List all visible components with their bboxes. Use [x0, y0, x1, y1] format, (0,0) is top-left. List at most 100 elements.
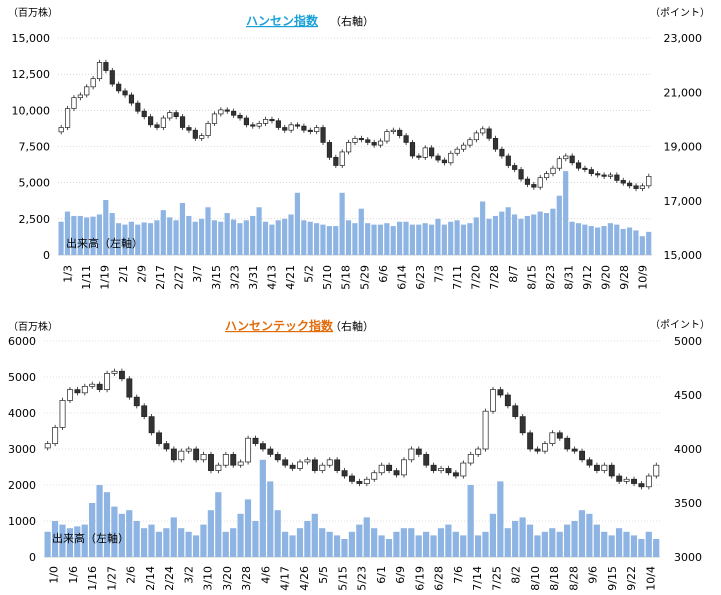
candle-body	[301, 125, 307, 131]
candle-body	[527, 432, 534, 450]
volume-bar	[408, 528, 415, 557]
volume-bar	[333, 535, 341, 557]
volume-bar	[474, 535, 482, 557]
candle-body	[122, 90, 128, 96]
candle-body	[167, 112, 173, 119]
volume-bar	[192, 221, 198, 255]
x-tick-label: 6/23	[414, 265, 427, 290]
x-tick-label: 1/11	[80, 265, 93, 290]
x-tick-label: 8/23	[544, 265, 557, 290]
candle-body	[512, 405, 519, 417]
x-tick-label: 3/28	[240, 566, 253, 591]
candle-body	[156, 432, 162, 444]
candle-body	[250, 124, 256, 127]
volume-bar	[365, 223, 371, 255]
volume-bar	[313, 223, 320, 255]
x-tick-label: 1/3	[61, 265, 74, 283]
candle-body	[499, 148, 505, 157]
left-tick-label: 5000	[8, 371, 36, 384]
x-tick-label: 8/31	[562, 265, 575, 290]
candle-body	[537, 177, 543, 188]
volume-bar	[564, 524, 571, 557]
x-tick-label: 8/10	[529, 566, 542, 591]
volume-bar	[237, 513, 244, 557]
candle-body	[633, 185, 639, 189]
candle-body	[534, 448, 541, 452]
candle-body	[109, 70, 115, 85]
volume-bar	[423, 531, 430, 557]
x-tick-label: 10/9	[637, 265, 650, 290]
x-tick-label: 1/0	[48, 566, 61, 584]
right-tick-label: 17,000	[664, 195, 703, 208]
chart-hang-seng-tech: （百万株） （ポイント） ハンセンテック指数 （右軸） 6000 5000 4000…	[8, 318, 710, 591]
candle-body	[96, 383, 103, 390]
chart-title: ハンセンテック指数	[225, 318, 334, 333]
candle-body	[230, 454, 237, 466]
candle-body	[556, 158, 562, 169]
volume-bar	[109, 213, 115, 255]
candle-body	[448, 152, 454, 164]
candle-body	[409, 142, 416, 157]
x-tick-label: 7/11	[451, 265, 464, 290]
volume-bar	[646, 231, 652, 255]
left-tick-label: 15,000	[12, 32, 51, 45]
x-tick-label: 6/9	[394, 566, 407, 584]
candle-body	[237, 114, 243, 119]
right-unit-label: （ポイント）	[650, 319, 710, 331]
candle-body	[179, 116, 186, 128]
volume-bar	[207, 510, 214, 557]
candle-body	[416, 155, 422, 158]
volume-bar	[626, 227, 633, 255]
volume-bar	[448, 221, 454, 255]
volume-bar	[215, 492, 222, 557]
volume-bar	[58, 221, 64, 255]
x-tick-label: 7/14	[471, 566, 484, 591]
x-tick-label: 4/26	[298, 566, 311, 591]
candle-body	[497, 389, 504, 396]
volume-bar	[531, 214, 537, 255]
volume-bar	[645, 531, 652, 557]
candle-body	[550, 167, 556, 174]
candle-body	[148, 416, 155, 434]
volume-bar	[416, 224, 422, 255]
volume-bar	[480, 201, 486, 255]
candle-body	[141, 110, 147, 118]
volume-bar	[499, 211, 505, 255]
candle-body	[377, 140, 384, 146]
x-tick-label: 1/27	[105, 566, 118, 591]
x-tick-label: 7/28	[488, 265, 501, 290]
candle-body	[96, 62, 103, 80]
right-tick-label: 15,000	[664, 249, 703, 262]
volume-bar	[128, 221, 134, 255]
volume-bar	[186, 215, 192, 255]
candle-body	[245, 437, 252, 463]
left-unit-label: （百万株）	[8, 6, 58, 19]
candle-body	[222, 454, 229, 466]
volume-bar	[111, 506, 118, 557]
volume-bar	[147, 223, 154, 255]
candle-body	[282, 459, 289, 466]
x-tick-label: 3/31	[247, 265, 260, 290]
left-tick-label: 0	[29, 551, 36, 564]
candle-body	[211, 113, 218, 124]
candle-body	[259, 443, 266, 450]
candle-body	[297, 461, 303, 469]
volume-bar	[620, 228, 626, 255]
right-tick-label: 3000	[674, 551, 702, 564]
volume-bar	[563, 171, 569, 255]
volume-bar	[511, 214, 518, 255]
volume-bar	[269, 224, 275, 255]
left-unit-label: （百万株）	[8, 320, 58, 333]
volume-bar	[281, 531, 289, 557]
volume-label: 出来高（左軸）	[66, 236, 143, 250]
volume-bar	[115, 223, 122, 255]
candle-body	[441, 159, 448, 164]
candle-body	[274, 454, 281, 461]
candle-body	[160, 117, 166, 128]
candle-body	[200, 454, 207, 461]
x-tick-label: 6/19	[413, 566, 426, 591]
candle-body	[460, 144, 467, 150]
volume-bar	[415, 535, 422, 557]
candle-body	[186, 127, 192, 131]
volume-bar	[358, 208, 364, 255]
